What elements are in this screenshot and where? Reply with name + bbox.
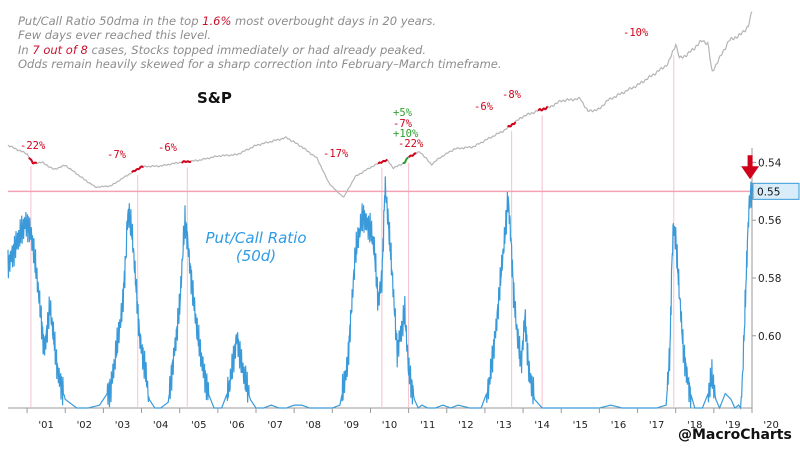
x-tick-label: '05 xyxy=(191,420,206,431)
callout-change-5: +5% xyxy=(393,107,412,119)
callout-change-6: -7% xyxy=(393,118,412,130)
x-tick-label: '07 xyxy=(267,420,282,431)
x-tick-label: '17 xyxy=(649,420,664,431)
pcr-label-line-2: (50d) xyxy=(235,247,277,265)
callout-change-11: -10% xyxy=(623,27,649,39)
put-call-ratio-line xyxy=(7,176,753,410)
sp500-peak-segment xyxy=(537,105,549,112)
y-tick-label: 0.54 xyxy=(758,157,782,169)
y-axis-ticks: 0.54 0.56 0.58 0.60 xyxy=(752,157,782,343)
x-tick-label: '09 xyxy=(344,420,359,431)
sp500-peak-segment xyxy=(28,157,38,165)
x-tick-label: '11 xyxy=(420,420,435,431)
note-line-1: Put/Call Ratio 50dma in the top 1.6% mos… xyxy=(18,14,436,28)
note-line-3: In 7 out of 8 cases, Stocks topped immed… xyxy=(18,43,427,57)
x-tick-label: '19 xyxy=(725,420,740,431)
author-credit: @MacroCharts xyxy=(678,427,792,443)
sp500-peak-segment xyxy=(131,165,144,173)
x-tick-label: '18 xyxy=(687,420,702,431)
sp500-label: S&P xyxy=(197,89,232,107)
y-tick-label: 0.60 xyxy=(758,331,781,343)
callout-change-9: -6% xyxy=(474,101,493,113)
peak-marker-lines xyxy=(30,54,675,408)
x-tick-label: '04 xyxy=(153,420,168,431)
x-tick-label: '01 xyxy=(38,420,53,431)
pcr-label-line-1: Put/Call Ratio xyxy=(205,229,307,247)
sp500-peak-segment xyxy=(402,156,409,165)
x-tick-label: '14 xyxy=(534,420,549,431)
arrow-head xyxy=(741,166,760,180)
x-tick-label: '10 xyxy=(382,420,397,431)
note-line-2: Few days ever reached this level. xyxy=(18,28,212,42)
current-value-box xyxy=(752,182,800,200)
sp500-peak-segment xyxy=(408,152,417,158)
sp500-peak-segment xyxy=(181,159,192,164)
x-tick-label: '16 xyxy=(611,420,626,431)
sp500-peak-segment xyxy=(377,158,388,165)
sp500-peak-segments xyxy=(28,105,549,173)
callout-change-8: -22% xyxy=(398,138,424,150)
current-value-label: 0.55 xyxy=(757,186,780,198)
callout-change-1: -22% xyxy=(20,140,46,152)
x-tick-label: '06 xyxy=(229,420,244,431)
y-tick-label: 0.56 xyxy=(758,215,782,227)
callout-change-3: -6% xyxy=(158,142,177,154)
x-tick-label: '12 xyxy=(458,420,473,431)
current-value-marker: 0.55 xyxy=(752,182,800,200)
callout-change-10: -8% xyxy=(502,89,521,101)
note-line-4: Odds remain heavily skewed for a sharp c… xyxy=(18,57,502,71)
x-tick-label: '15 xyxy=(573,420,588,431)
callout-change-4: -17% xyxy=(323,148,349,160)
arrow-shaft xyxy=(747,155,753,168)
put-call-ratio-label: Put/Call Ratio (50d) xyxy=(196,229,316,265)
x-axis-ticks: '01 '02 '03 '04 '05 '06 '07 '08 '09 '10 '11 '12 '13 '… xyxy=(26,408,779,431)
x-tick-label: '02 xyxy=(77,420,92,431)
x-tick-label: '03 xyxy=(115,420,130,431)
sp500-peak-segment xyxy=(507,121,517,128)
x-tick-label: '13 xyxy=(496,420,511,431)
y-tick-label: 0.58 xyxy=(758,273,781,285)
callout-change-7: +10% xyxy=(393,128,419,140)
callout-change-2: -7% xyxy=(107,149,126,161)
x-tick-label: '08 xyxy=(305,420,320,431)
x-tick-label: '20 xyxy=(763,420,778,431)
down-arrow-icon xyxy=(741,155,760,180)
